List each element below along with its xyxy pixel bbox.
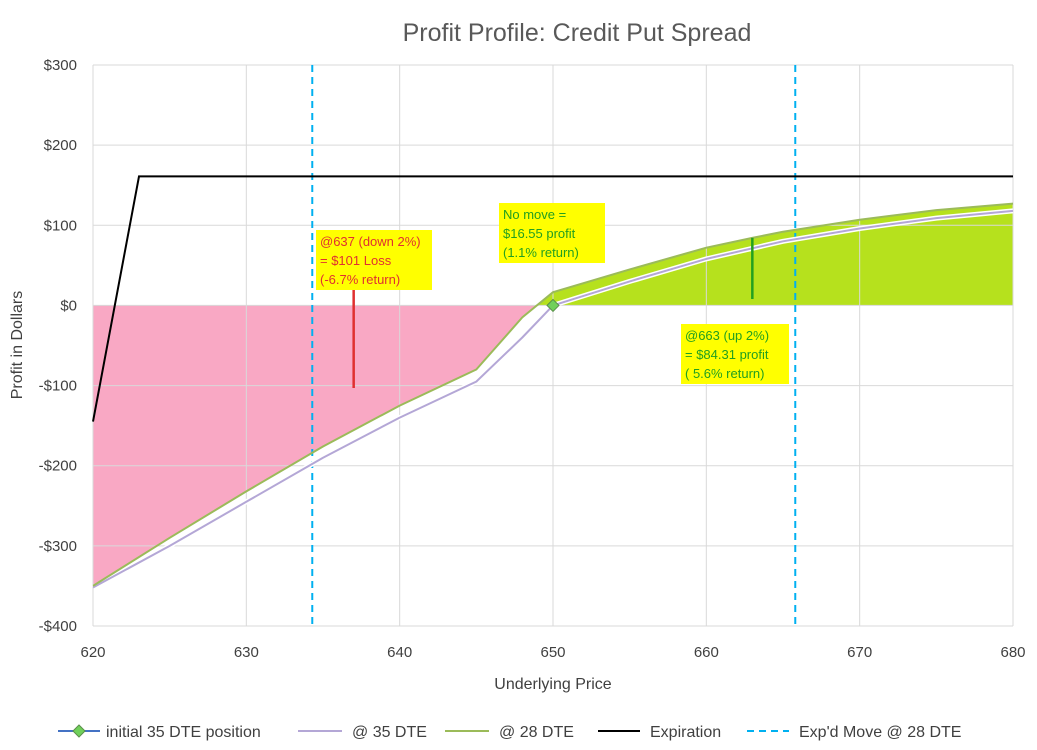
y-tick-label: $100	[44, 217, 77, 234]
y-axis-title: Profit in Dollars	[9, 291, 26, 399]
loss-region	[93, 305, 537, 586]
x-tick-label: 660	[694, 644, 719, 661]
x-tick-label: 620	[80, 644, 105, 661]
y-tick-label: $200	[44, 137, 77, 154]
annotation-2-line-2: $16.55 profit	[503, 226, 576, 241]
annotation-3-line-2: = $84.31 profit	[685, 347, 769, 362]
annotation-box-2	[499, 203, 605, 263]
x-tick-label: 640	[387, 644, 412, 661]
annotation-1-line-3: (-6.7% return)	[320, 272, 400, 287]
x-axis-title: Underlying Price	[494, 676, 611, 693]
y-tick-label: -$100	[39, 378, 77, 395]
y-tick-label: -$300	[39, 538, 77, 555]
legend-label-3: @ 28 DTE	[499, 724, 574, 741]
fill-regions	[93, 203, 1013, 586]
legend-label-4: Expiration	[650, 724, 721, 741]
tick-labels: 620 630 640 650 660 670 680 -$400 -$300 -$200 -$10…	[39, 57, 1026, 661]
profit-region	[536, 203, 1013, 306]
legend-label-5: Exp'd Move @ 28 DTE	[799, 724, 961, 741]
annotation-box-1	[316, 230, 432, 290]
annotation-2-line-3: (1.1% return)	[503, 245, 579, 260]
series-lines	[91, 65, 1014, 626]
x-tick-label: 630	[234, 644, 259, 661]
annotation-2-line-1: No move =	[503, 207, 566, 222]
annotation-1-line-1: @637 (down 2%)	[320, 234, 421, 249]
x-tick-label: 680	[1000, 644, 1025, 661]
initial-position-marker	[546, 298, 560, 313]
series-expiration	[92, 175, 1013, 422]
legend-label-1: initial 35 DTE position	[106, 724, 261, 741]
annotation-1-line-2: = $101 Loss	[320, 253, 392, 268]
x-tick-label: 650	[540, 644, 565, 661]
legend-label-2: @ 35 DTE	[352, 724, 427, 741]
annotations: @637 (down 2%) = $101 Loss (-6.7% return) N…	[316, 203, 789, 388]
annotation-3-line-3: ( 5.6% return)	[685, 366, 764, 381]
grid-lines	[92, 64, 1014, 627]
x-tick-label: 670	[847, 644, 872, 661]
series-28-dte	[92, 202, 1014, 587]
legend: initial 35 DTE position @ 35 DTE @ 28 DTE E…	[58, 724, 961, 741]
annotation-3-line-1: @663 (up 2%)	[685, 328, 769, 343]
y-tick-label: -$400	[39, 618, 77, 635]
y-tick-label: $0	[60, 297, 77, 314]
legend-marker-initial	[72, 724, 86, 738]
y-tick-label: -$200	[39, 458, 77, 475]
annotation-box-3	[681, 324, 789, 384]
series-35-dte	[92, 209, 1014, 589]
y-tick-label: $300	[44, 57, 77, 74]
chart-title: Profit Profile: Credit Put Spread	[403, 19, 752, 47]
